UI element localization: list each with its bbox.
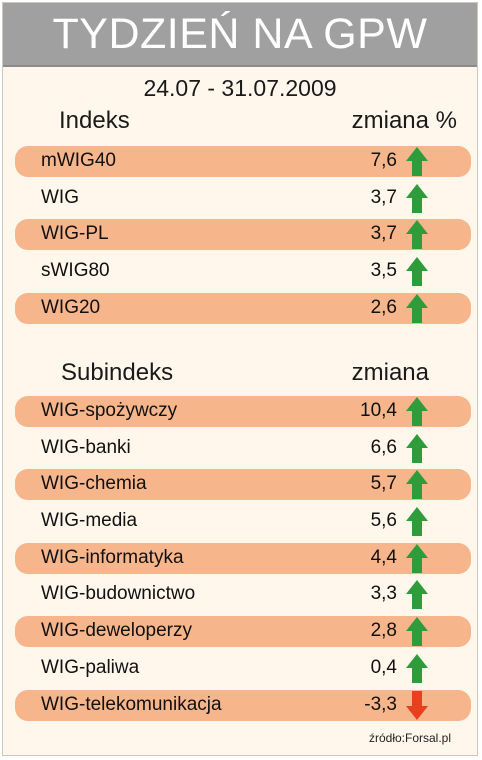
arrow-up-icon [405,653,429,684]
index-name: WIG-deweloperzy [41,620,192,642]
subindex-list: WIG-spożywczy 10,4 WIG-banki 6,6 WIG-chemia 5… [3,393,477,723]
table-row: WIG-PL 3,7 [3,216,477,253]
table-row: WIG-chemia 5,7 [3,466,477,503]
row-highlight [15,146,471,177]
arrow-up-icon [405,256,429,287]
index-name: WIG-paliwa [41,656,140,678]
arrow-up-icon [405,219,429,250]
arrow-up-icon [405,543,429,574]
change-value: 2,8 [370,620,397,642]
index-name: WIG-telekomunikacja [41,693,222,715]
index-list: mWIG40 7,6 WIG 3,7 WIG-PL 3,7 sWIG80 3,5 WIG20 2,… [3,143,477,326]
arrow-up-icon [405,293,429,324]
row-highlight [15,396,471,427]
arrow-up-icon [405,146,429,177]
arrow-up-icon [405,433,429,464]
arrow-up-icon [405,506,429,537]
row-highlight [15,469,471,501]
subindex-section-header: Subindeks zmiana [3,359,477,389]
row-highlight [15,542,471,574]
change-value: 3,3 [370,583,397,605]
table-row: WIG 3,7 [3,180,477,217]
arrow-up-icon [405,579,429,610]
index-name: WIG [41,186,79,208]
row-highlight [15,183,471,214]
title-banner: TYDZIEŃ NA GPW [3,3,477,67]
change-column-header: zmiana [351,359,429,386]
change-value: 6,6 [370,436,397,458]
index-name: WIG-banki [41,436,131,458]
arrow-up-icon [405,469,429,500]
change-value: 3,5 [370,260,397,282]
index-section-header: Indeks zmiana % [3,107,477,137]
change-value: 3,7 [370,223,397,245]
change-percent-column-header: zmiana % [351,107,457,134]
change-value: 10,4 [360,400,397,421]
source-credit: źródło:Forsal.pl [368,731,451,745]
table-row: sWIG80 3,5 [3,253,477,290]
arrow-up-icon [405,396,429,427]
index-name: WIG-informatyka [41,546,184,568]
subindex-column-header: Subindeks [61,359,174,386]
table-row: WIG-banki 6,6 [3,430,477,467]
arrow-up-icon [405,183,429,214]
change-value: 0,4 [370,656,397,678]
row-highlight [15,689,471,721]
change-value: -3,3 [364,693,397,715]
change-value: 5,7 [370,473,397,495]
table-row: WIG20 2,6 [3,290,477,327]
index-name: sWIG80 [41,260,110,282]
change-value: 7,6 [370,150,397,171]
arrow-down-icon [405,690,429,721]
table-row: WIG-media 5,6 [3,503,477,540]
table-row: WIG-paliwa 0,4 [3,650,477,687]
index-name: WIG-PL [41,223,109,245]
index-name: WIG-budownictwo [41,583,196,605]
table-row: WIG-spożywczy 10,4 [3,393,477,430]
row-highlight [15,616,471,648]
table-row: WIG-informatyka 4,4 [3,540,477,577]
row-highlight [15,292,471,324]
index-name: mWIG40 [41,150,116,171]
change-value: 2,6 [370,296,397,318]
table-row: WIG-telekomunikacja -3,3 [3,687,477,724]
index-name: WIG-chemia [41,473,147,495]
row-highlight [15,219,471,251]
index-name: WIG-media [41,510,138,532]
index-name: WIG-spożywczy [41,400,178,421]
arrow-up-icon [405,616,429,647]
infographic-card: TYDZIEŃ NA GPW 24.07 - 31.07.2009 Indeks… [2,2,478,756]
index-column-header: Indeks [59,107,130,134]
date-range: 24.07 - 31.07.2009 [143,75,337,101]
table-row: WIG-budownictwo 3,3 [3,576,477,613]
change-value: 4,4 [370,546,397,568]
change-value: 3,7 [370,186,397,208]
table-row: mWIG40 7,6 [3,143,477,180]
table-row: WIG-deweloperzy 2,8 [3,613,477,650]
index-name: WIG20 [41,296,101,318]
change-value: 5,6 [370,510,397,532]
